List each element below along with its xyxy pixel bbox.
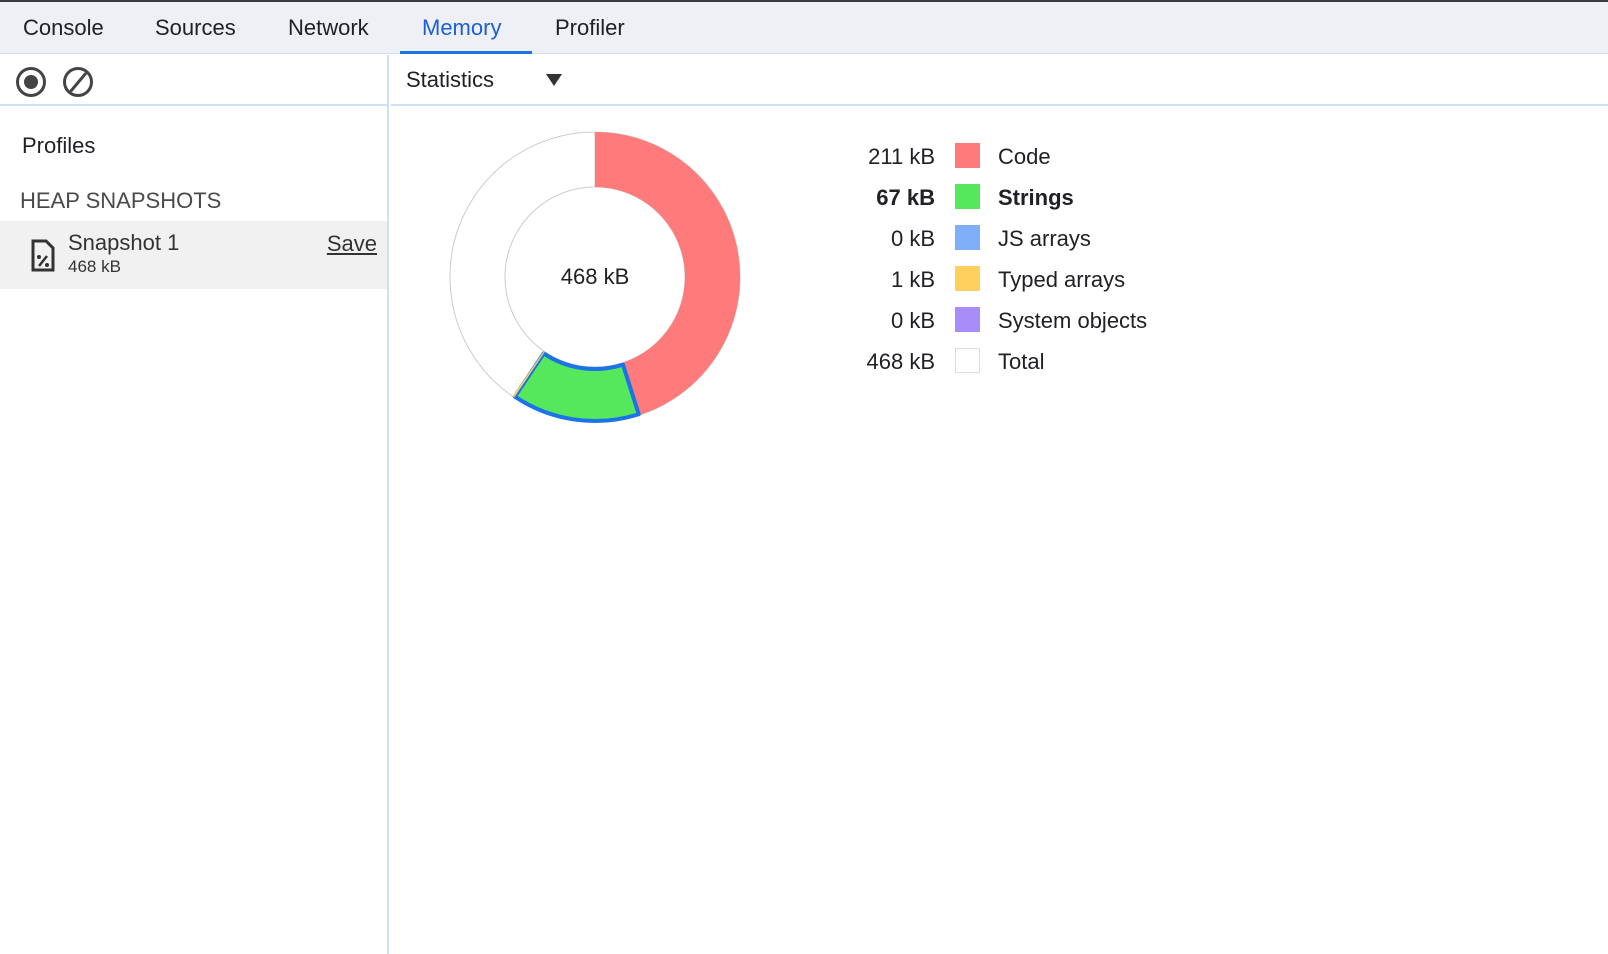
- legend-row-code: 211 kB Code: [820, 140, 1220, 181]
- legend-label: Strings: [998, 185, 1074, 210]
- sidebar-toolbar: [0, 55, 387, 106]
- clear-all-icon[interactable]: [63, 67, 93, 97]
- donut-slice-typed-arrays[interactable]: [512, 351, 545, 398]
- legend-value: 0 kB: [890, 226, 935, 251]
- snapshot-file-icon: [31, 239, 55, 272]
- legend-label: System objects: [998, 308, 1148, 333]
- tab-network[interactable]: Network: [288, 15, 369, 40]
- heap-snapshots-section: HEAP SNAPSHOTS: [20, 188, 222, 213]
- statistics-donut-chart: [449, 131, 741, 423]
- statistics-legend: 211 kB Code 67 kB Strings 0 kB JS arrays 1 …: [820, 140, 1220, 386]
- legend-swatch: [955, 225, 980, 250]
- legend-row-total: 468 kB Total: [820, 345, 1220, 386]
- tab-sources[interactable]: Sources: [155, 15, 236, 40]
- legend-row-system-objects: 0 kB System objects: [820, 304, 1220, 345]
- legend-swatch: [955, 266, 980, 291]
- snapshot-size: 468 kB: [68, 257, 121, 276]
- legend-label: Code: [998, 144, 1051, 169]
- donut-center-total: 468 kB: [560, 264, 630, 289]
- devtools-tab-bar: Console Sources Network Memory Profiler: [0, 2, 1608, 54]
- legend-row-js-arrays: 0 kB JS arrays: [820, 222, 1220, 263]
- profiles-heading: Profiles: [22, 133, 96, 158]
- window-top-border: [0, 0, 1608, 2]
- dropdown-arrow-icon[interactable]: [546, 74, 562, 86]
- legend-value: 67 kB: [876, 185, 935, 210]
- tab-console[interactable]: Console: [23, 15, 104, 40]
- legend-row-typed-arrays: 1 kB Typed arrays: [820, 263, 1220, 304]
- legend-value: 468 kB: [866, 349, 936, 374]
- view-select[interactable]: Statistics: [406, 67, 495, 92]
- legend-value: 0 kB: [890, 308, 935, 333]
- snapshot-item[interactable]: Snapshot 1 468 kB Save: [0, 221, 387, 289]
- legend-swatch: [955, 348, 980, 373]
- legend-swatch: [955, 143, 980, 168]
- tab-memory[interactable]: Memory: [400, 2, 532, 54]
- tab-profiler[interactable]: Profiler: [555, 15, 625, 40]
- save-link[interactable]: Save: [326, 231, 377, 256]
- legend-swatch: [955, 307, 980, 332]
- legend-swatch: [955, 184, 980, 209]
- legend-label: Typed arrays: [998, 267, 1126, 292]
- legend-value: 1 kB: [890, 267, 935, 292]
- legend-value: 211 kB: [868, 144, 935, 169]
- snapshot-name: Snapshot 1: [68, 230, 180, 255]
- donut-slice-code[interactable]: [595, 132, 741, 416]
- legend-label: JS arrays: [998, 226, 1091, 251]
- legend-row-strings: 67 kB Strings: [820, 181, 1220, 222]
- view-toolbar: Statistics: [391, 55, 1608, 106]
- profiles-sidebar: Profiles HEAP SNAPSHOTS Snapshot 1 468 k…: [0, 55, 389, 954]
- legend-label: Total: [998, 349, 1045, 374]
- record-icon[interactable]: [16, 67, 46, 97]
